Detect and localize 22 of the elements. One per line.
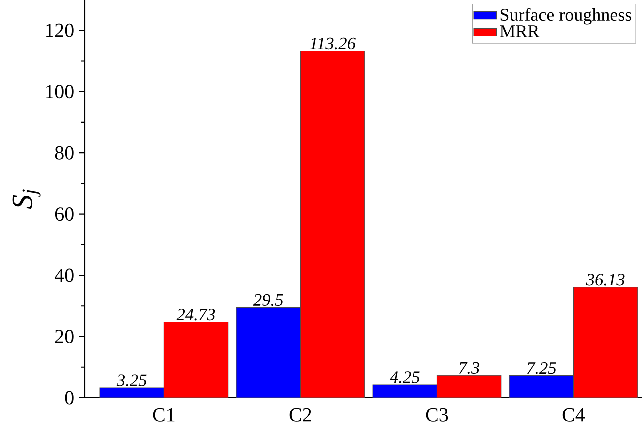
- data-label: 3.25: [116, 374, 147, 386]
- data-label: 4.25: [390, 372, 420, 384]
- data-label: 7.3: [460, 362, 480, 374]
- y-tick-label: 100: [46, 85, 74, 99]
- y-tick-label: 20: [55, 330, 74, 344]
- y-tick-label: 80: [55, 146, 74, 160]
- y-tick-label: 60: [55, 208, 74, 222]
- y-tick-label: 40: [54, 268, 74, 282]
- data-label: 7.25: [528, 362, 556, 374]
- legend-label: MRR: [500, 26, 540, 38]
- y-tick-label: 0: [65, 391, 74, 405]
- legend-label: Surface roughness: [500, 8, 632, 25]
- x-tick-label: C3: [426, 408, 448, 422]
- data-label: 113.26: [310, 38, 356, 50]
- data-label: 24.73: [176, 308, 216, 321]
- y-tick-label: 120: [46, 24, 74, 38]
- data-label: 29.5: [253, 294, 284, 306]
- x-tick-label: C1: [153, 408, 175, 422]
- data-label: 36.13: [586, 274, 625, 286]
- y-axis-title: S$_{j}$: [12, 190, 41, 210]
- x-tick-label: C4: [562, 408, 586, 422]
- x-tick-label: C2: [290, 408, 312, 422]
